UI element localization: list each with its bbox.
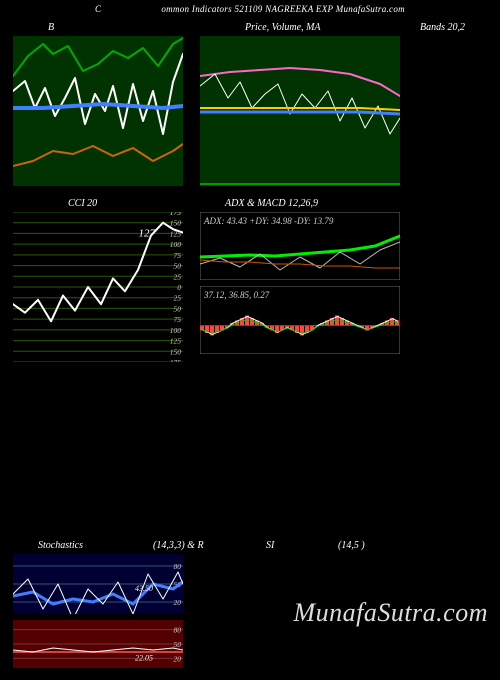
bbands-chart — [13, 36, 183, 186]
rsi-chart: 80 50 20 22.05 — [13, 620, 183, 668]
svg-text:50: 50 — [174, 640, 182, 649]
bands-label: Bands 20,2 — [420, 22, 465, 33]
price-title: Price, Volume, MA — [245, 22, 321, 33]
si-title: SI — [266, 540, 274, 551]
bbands-title: B — [48, 22, 54, 33]
watermark: MunafaSutra.com — [293, 598, 488, 628]
svg-text:75: 75 — [174, 315, 182, 324]
panel-adx-macd: ADX & MACD 12,26,9 ADX: 43.43 +DY: 34.98… — [195, 196, 405, 366]
panel-bbands: B — [8, 20, 188, 190]
svg-text:50: 50 — [174, 304, 182, 313]
stoch-title: Stochastics — [38, 540, 83, 551]
macd-chart: 37.12, 36.85, 0.27 — [200, 286, 400, 354]
adx-title: ADX & MACD 12,26,9 — [225, 198, 318, 209]
svg-text:50: 50 — [174, 262, 182, 271]
title-main: ommon Indicators 521109 NAGREEKA EXP Mun… — [161, 4, 405, 14]
cci-chart: 1751501251007550250255075100125150175127 — [13, 212, 183, 362]
svg-text:80: 80 — [174, 562, 182, 571]
cci-title: CCI 20 — [68, 198, 97, 209]
svg-text:80: 80 — [174, 626, 182, 635]
panel-stoch: 80502043.50 — [8, 554, 188, 616]
svg-text:175: 175 — [170, 358, 182, 362]
svg-text:75: 75 — [174, 251, 182, 260]
svg-text:37.12, 36.85, 0.27: 37.12, 36.85, 0.27 — [203, 290, 270, 300]
svg-text:0: 0 — [177, 283, 181, 292]
svg-text:ADX: 43.43 +DY: 34.98 -DY: 1: ADX: 43.43 +DY: 34.98 -DY: 13.79 — [203, 216, 334, 226]
panel-rsi: 80 50 20 22.05 — [8, 620, 188, 670]
adx-chart: ADX: 43.43 +DY: 34.98 -DY: 13.79 — [200, 212, 400, 280]
svg-text:150: 150 — [170, 347, 182, 356]
rsi-params: (14,5 ) — [338, 540, 365, 551]
svg-text:175: 175 — [170, 212, 182, 217]
panel-cci: CCI 20 175150125100755025025507510012515… — [8, 196, 188, 366]
svg-text:150: 150 — [170, 219, 182, 228]
svg-text:125: 125 — [170, 337, 182, 346]
price-chart — [200, 36, 400, 186]
svg-text:100: 100 — [170, 240, 182, 249]
panel-stoch-titles: Stochastics (14,3,3) & R SI (14,5 ) — [8, 538, 488, 552]
title-prefix: C — [95, 4, 101, 14]
panel-price: Price, Volume, MA — [195, 20, 405, 190]
stoch-chart: 80502043.50 — [13, 554, 183, 614]
svg-text:127: 127 — [139, 228, 156, 240]
svg-text:25: 25 — [174, 272, 182, 281]
svg-text:100: 100 — [170, 326, 182, 335]
svg-text:20: 20 — [174, 654, 182, 663]
svg-text:25: 25 — [174, 294, 182, 303]
page-title: Common Indicators 521109 NAGREEKA EXP Mu… — [0, 0, 500, 16]
svg-text:22.05: 22.05 — [135, 653, 153, 662]
stoch-params: (14,3,3) & R — [153, 540, 204, 551]
svg-text:20: 20 — [174, 598, 182, 607]
svg-text:43.50: 43.50 — [135, 584, 153, 593]
